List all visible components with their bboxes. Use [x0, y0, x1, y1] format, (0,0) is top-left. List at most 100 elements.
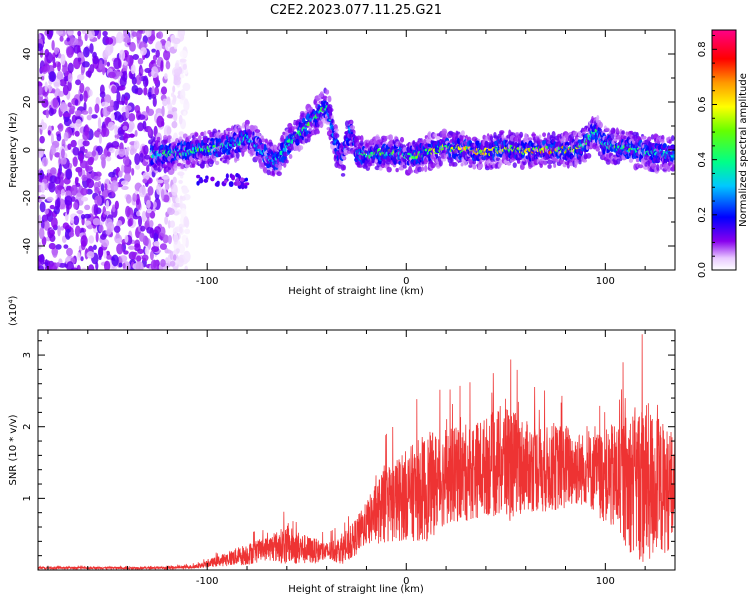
- noise-blob: [123, 61, 128, 66]
- noise-blob: [62, 112, 71, 118]
- ridge-haze: [319, 91, 324, 98]
- noise-blob: [67, 62, 74, 74]
- noise-blob: [142, 75, 149, 88]
- snr-y-tick-label: 2: [22, 424, 33, 430]
- noise-blob: [155, 41, 163, 52]
- ridge-side-patch: [203, 178, 208, 183]
- ridge-haze: [288, 153, 293, 160]
- colorbar-label: Normalized spectral amplitude: [738, 73, 749, 227]
- ridge-side-patch: [241, 183, 245, 190]
- snr-y-axis-label: SNR (10 * v/v): [8, 414, 19, 485]
- noise-blob: [166, 249, 172, 254]
- noise-blob: [124, 95, 128, 106]
- noise-blob: [74, 176, 79, 183]
- ridge-haze: [598, 121, 603, 129]
- noise-blob: [144, 246, 150, 255]
- noise-blob: [69, 123, 76, 129]
- noise-blob: [150, 66, 159, 78]
- noise-blob: [46, 196, 54, 202]
- ridge-haze: [342, 164, 347, 171]
- noise-blob: [38, 264, 45, 270]
- noise-blob: [94, 103, 100, 114]
- noise-blob: [67, 30, 74, 36]
- noise-blob: [131, 76, 137, 85]
- noise-blob: [138, 232, 145, 242]
- ridge-side-patch: [244, 177, 249, 182]
- ridge-haze: [659, 138, 665, 143]
- colorbar-tick-label: 0.2: [697, 207, 708, 223]
- noise-blob: [167, 220, 171, 229]
- noise-blob: [119, 49, 126, 61]
- noise-blob: [73, 215, 80, 226]
- noise-blob: [153, 232, 159, 244]
- ridge-haze: [671, 164, 675, 171]
- noise-blob: [105, 199, 110, 210]
- noise-blob: [128, 133, 136, 138]
- ridge-haze: [244, 119, 250, 126]
- noise-blob: [40, 181, 46, 193]
- noise-blob: [125, 205, 131, 218]
- noise-blob: [70, 184, 78, 196]
- noise-blob: [169, 220, 176, 228]
- ridge-haze: [200, 131, 205, 137]
- ridge-haze: [280, 134, 285, 142]
- noise-blob: [80, 187, 88, 196]
- ridge-haze: [315, 129, 320, 135]
- noise-blob: [155, 49, 160, 58]
- noise-blob: [68, 231, 75, 238]
- noise-blob: [67, 143, 72, 150]
- noise-blob: [123, 30, 129, 38]
- ridge-haze: [298, 145, 304, 151]
- noise-blob: [183, 110, 187, 117]
- noise-blob: [153, 240, 160, 247]
- noise-blob: [137, 122, 144, 132]
- noise-blob: [84, 33, 88, 42]
- noise-blob: [67, 102, 72, 108]
- noise-blob: [74, 110, 82, 116]
- noise-blob: [102, 30, 108, 37]
- noise-blob: [135, 74, 142, 86]
- noise-blob: [107, 71, 116, 79]
- noise-blob: [137, 58, 144, 65]
- noise-blob: [85, 160, 89, 173]
- noise-blob: [38, 33, 42, 40]
- noise-blob: [89, 43, 94, 54]
- ridge-haze: [209, 159, 215, 165]
- noise-blob: [66, 261, 74, 270]
- noise-blob: [39, 201, 46, 213]
- ridge-side-patch: [215, 181, 220, 187]
- noise-blob: [64, 195, 73, 206]
- noise-blob: [75, 119, 82, 128]
- noise-blob: [60, 156, 67, 165]
- noise-blob: [125, 109, 130, 119]
- noise-blob: [48, 242, 56, 250]
- noise-blob: [184, 218, 190, 228]
- noise-blob: [98, 224, 104, 233]
- ridge-haze: [162, 135, 168, 140]
- colorbar-frame: [711, 29, 737, 271]
- noise-blob: [44, 208, 49, 215]
- noise-blob: [104, 178, 110, 185]
- noise-blob: [70, 139, 77, 148]
- noise-blob: [152, 201, 157, 209]
- noise-blob: [54, 48, 58, 55]
- noise-blob: [111, 141, 120, 148]
- ridge-haze: [276, 171, 282, 177]
- noise-blob: [121, 164, 125, 173]
- noise-blob: [182, 250, 191, 263]
- noise-blob: [72, 146, 80, 156]
- noise-blob: [110, 113, 115, 122]
- snr-marks: [38, 334, 675, 570]
- noise-blob: [139, 47, 147, 56]
- noise-blob: [179, 198, 183, 209]
- noise-blob: [86, 114, 92, 121]
- noise-blob: [149, 227, 155, 239]
- ridge-side-patch: [223, 179, 228, 184]
- noise-blob: [88, 106, 93, 115]
- noise-blob: [108, 171, 116, 178]
- noise-blob: [54, 152, 61, 158]
- ridge-haze: [402, 164, 407, 169]
- noise-blob: [119, 76, 127, 87]
